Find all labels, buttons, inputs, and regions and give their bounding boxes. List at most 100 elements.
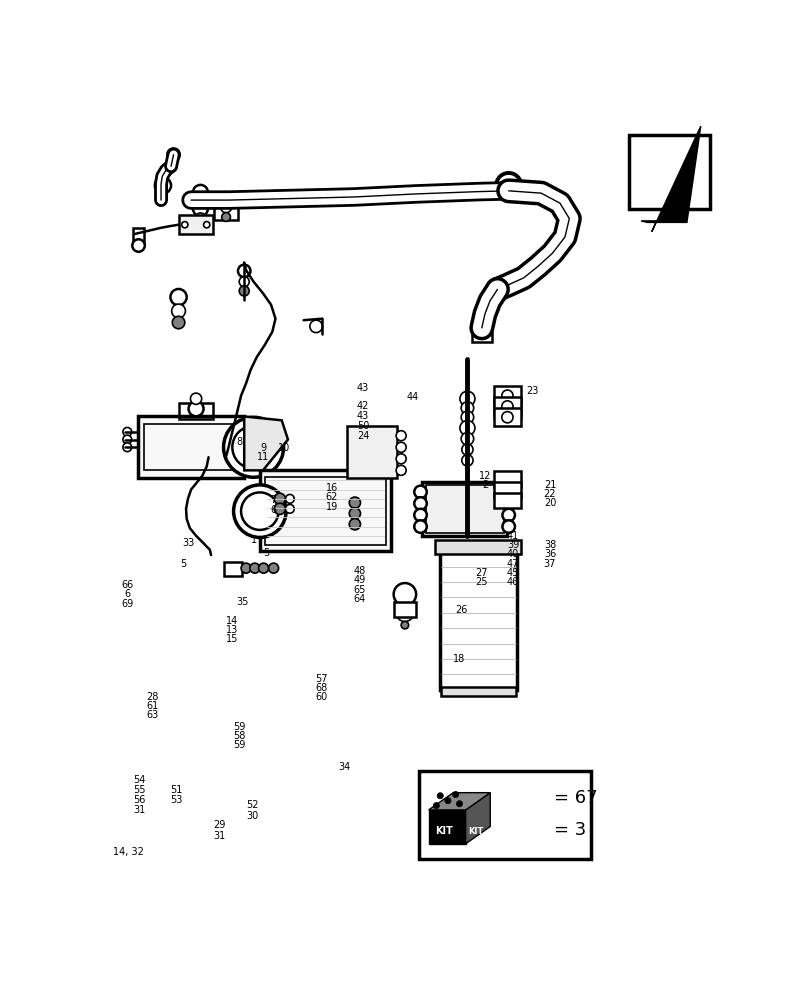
Circle shape: [502, 497, 514, 510]
Text: 12: 12: [478, 471, 491, 481]
Text: 18: 18: [452, 654, 464, 664]
Text: 8: 8: [237, 437, 242, 447]
Text: 55: 55: [133, 785, 146, 795]
Text: 62: 62: [325, 492, 337, 502]
Circle shape: [401, 621, 408, 629]
Text: 34: 34: [337, 762, 350, 772]
Circle shape: [461, 433, 473, 445]
Bar: [138, 416, 244, 478]
Text: 6: 6: [124, 589, 131, 599]
Text: 29: 29: [212, 820, 225, 830]
Circle shape: [274, 493, 285, 504]
Text: 21: 21: [543, 480, 556, 490]
Text: 24: 24: [356, 431, 369, 441]
Text: KIT: KIT: [468, 827, 483, 836]
Circle shape: [349, 508, 360, 519]
Bar: [494, 471, 521, 487]
Circle shape: [132, 239, 144, 252]
Text: 31: 31: [134, 805, 146, 815]
Circle shape: [258, 563, 268, 573]
Circle shape: [193, 201, 208, 216]
Text: 14: 14: [225, 615, 238, 626]
Polygon shape: [428, 810, 465, 844]
Circle shape: [349, 497, 360, 508]
Text: 23: 23: [526, 386, 538, 396]
Bar: [178, 215, 212, 234]
Circle shape: [188, 401, 204, 416]
Text: 39: 39: [506, 540, 518, 550]
Bar: [223, 562, 242, 576]
Text: 30: 30: [246, 811, 258, 821]
Text: 26: 26: [454, 605, 467, 615]
Text: 43: 43: [357, 383, 369, 393]
Text: 57: 57: [315, 674, 327, 684]
Circle shape: [182, 222, 187, 228]
Circle shape: [232, 426, 274, 469]
Text: 41: 41: [506, 531, 518, 541]
Text: 6: 6: [270, 505, 277, 515]
Circle shape: [349, 519, 360, 530]
Circle shape: [172, 316, 185, 329]
Text: 46: 46: [506, 577, 518, 587]
Text: 66: 66: [121, 580, 133, 590]
Circle shape: [502, 509, 514, 521]
Bar: [494, 408, 521, 426]
Text: 5: 5: [180, 559, 187, 569]
Text: 28: 28: [146, 692, 158, 702]
Bar: [494, 386, 521, 405]
Circle shape: [496, 173, 521, 198]
Circle shape: [239, 277, 249, 287]
Text: 59: 59: [234, 740, 246, 750]
Text: 58: 58: [234, 731, 246, 741]
Circle shape: [170, 289, 187, 305]
Circle shape: [396, 431, 406, 441]
Text: 33: 33: [182, 538, 195, 548]
Circle shape: [461, 411, 473, 423]
Bar: [440, 551, 517, 690]
Circle shape: [459, 420, 474, 436]
Circle shape: [122, 427, 131, 436]
Text: 56: 56: [134, 795, 146, 805]
Circle shape: [310, 320, 322, 333]
Text: 59: 59: [234, 722, 246, 732]
Circle shape: [436, 793, 443, 799]
Bar: [472, 323, 491, 342]
Circle shape: [268, 563, 278, 573]
Text: 52: 52: [246, 800, 258, 810]
Text: 9: 9: [260, 443, 266, 453]
Circle shape: [414, 520, 427, 533]
Bar: [435, 540, 521, 554]
Circle shape: [414, 497, 427, 510]
Text: = 67: = 67: [553, 789, 597, 807]
Circle shape: [456, 801, 462, 807]
Bar: [494, 397, 521, 416]
Bar: [494, 493, 521, 508]
Circle shape: [396, 465, 406, 475]
Circle shape: [155, 177, 171, 194]
Circle shape: [414, 486, 427, 498]
Text: 68: 68: [315, 683, 327, 693]
Text: 61: 61: [146, 701, 158, 711]
Bar: [133, 228, 144, 242]
Circle shape: [501, 412, 513, 423]
Circle shape: [285, 504, 294, 513]
Text: 11: 11: [256, 452, 268, 462]
Bar: [144, 424, 238, 470]
Text: 45: 45: [506, 568, 518, 578]
Circle shape: [502, 486, 514, 498]
Bar: [264, 477, 386, 545]
Bar: [494, 482, 521, 497]
Bar: [260, 470, 391, 551]
Text: 48: 48: [354, 566, 366, 576]
Circle shape: [501, 390, 513, 401]
Text: 15: 15: [225, 634, 238, 644]
Polygon shape: [640, 126, 700, 232]
Circle shape: [461, 402, 473, 414]
Circle shape: [396, 604, 413, 622]
Text: 63: 63: [146, 710, 158, 720]
Circle shape: [167, 148, 179, 161]
Polygon shape: [244, 416, 288, 470]
Circle shape: [459, 391, 474, 406]
Polygon shape: [428, 793, 490, 810]
Text: = 3: = 3: [553, 821, 586, 839]
